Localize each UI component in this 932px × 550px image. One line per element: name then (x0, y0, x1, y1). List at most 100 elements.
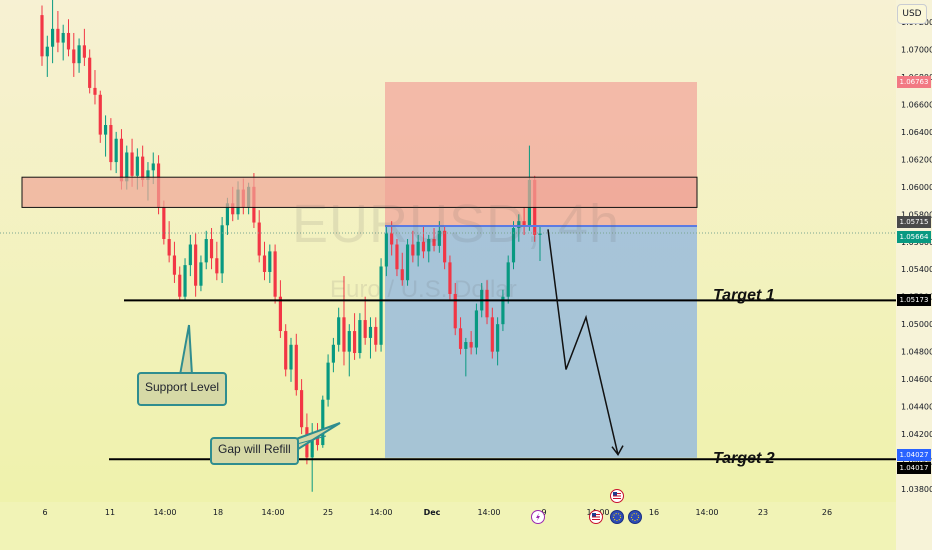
candle-body (405, 244, 410, 281)
gap-refill-callout: Gap will Refill (210, 437, 299, 465)
candle-body (98, 94, 102, 135)
candle-body (384, 233, 388, 267)
candle-body (464, 342, 468, 349)
candle-body (225, 203, 230, 226)
candle-body (77, 45, 81, 64)
candle-body (411, 244, 415, 256)
candle-body (432, 239, 436, 246)
candle-body (151, 163, 155, 171)
candle-body (172, 255, 177, 275)
candle-body (119, 138, 124, 182)
candle-body (289, 344, 293, 370)
candle-body (88, 57, 92, 88)
event-eu-flag-icon (628, 510, 642, 524)
y-tick-label: 1.04000 (901, 458, 932, 467)
x-tick-label: 16 (649, 508, 659, 517)
candle-body (194, 244, 198, 286)
eu-stars (613, 513, 621, 521)
candle-body (496, 324, 500, 352)
candle-body (45, 46, 49, 57)
x-tick-label: 14:00 (477, 508, 500, 517)
projection-path (547, 229, 619, 455)
candle-body (501, 296, 505, 325)
x-tick-label: 9 (541, 508, 546, 517)
candle-body (443, 230, 447, 263)
candle-body (130, 152, 134, 176)
y-tick-label: 1.06200 (901, 155, 932, 164)
y-tick-label: 1.05800 (901, 210, 932, 219)
candle-body (178, 274, 182, 297)
candle-body (358, 320, 362, 354)
y-tick-label: 1.04600 (901, 375, 932, 384)
candle-body (437, 230, 441, 246)
price-tag-1.05715: 1.05715 (897, 215, 931, 228)
candle-body (262, 255, 267, 272)
candle-body (368, 326, 373, 338)
candle-body (310, 434, 314, 458)
candle-body (379, 266, 383, 345)
target2-label: Target 2 (713, 450, 775, 467)
candle-body (231, 203, 235, 215)
candle-body (331, 344, 335, 363)
candle-body (448, 262, 452, 294)
candle-body (511, 228, 516, 263)
candle-body (135, 156, 139, 176)
candle-body (506, 262, 510, 297)
resistance-zone (21, 176, 698, 208)
candle-body (294, 344, 298, 391)
candle-body (66, 32, 71, 50)
candle-body (337, 317, 341, 345)
price-tag-1.04027: 1.04027 (897, 448, 931, 461)
take-profit-zone (385, 225, 697, 458)
y-tick-label: 1.06000 (901, 183, 932, 192)
candle-body (199, 262, 203, 286)
watermark-symbol: EURUSD, 4h (292, 194, 621, 254)
candle-body (342, 317, 346, 352)
candle-body (125, 152, 129, 182)
candle-body (458, 328, 463, 349)
x-tick-label: 25 (323, 508, 333, 517)
candle-body (315, 434, 320, 446)
price-tag-1.06763: 1.06763 (897, 76, 931, 88)
candle-body (220, 225, 224, 274)
candle-body (167, 239, 171, 256)
gap-callout-pointer (287, 422, 341, 455)
y-tick-label: 1.05000 (901, 320, 932, 329)
candle-body (284, 331, 288, 370)
x-tick-label: 14:00 (369, 508, 392, 517)
watermark-name: Euro / U.S. Dollar (330, 276, 517, 303)
candle-body (517, 221, 521, 229)
x-tick-label: 6 (42, 508, 47, 517)
support-level-callout: Support Level (137, 372, 228, 406)
price-tag-1.05664: 1.05664 (897, 230, 931, 243)
y-tick-label: 1.06600 (901, 100, 932, 109)
y-tick-label: 1.03800 (901, 485, 932, 494)
candle-body (82, 45, 86, 58)
candle-body (215, 258, 219, 274)
x-tick-label: 18 (213, 508, 223, 517)
candle-body (374, 326, 378, 345)
y-tick-label: 1.06400 (901, 128, 932, 137)
candle-body (363, 320, 367, 338)
event-eu-flag-icon (610, 510, 624, 524)
candle-body (321, 399, 325, 446)
candle-body (485, 289, 489, 318)
x-tick-label: 11 (105, 508, 115, 517)
y-tick-label: 1.04800 (901, 348, 932, 357)
candle-body (300, 390, 304, 428)
candle-body (326, 362, 330, 400)
candle-body (209, 239, 214, 259)
x-tick-label: Dec (424, 508, 441, 517)
y-tick-label: 1.04200 (901, 430, 932, 439)
time-axis-panel (0, 502, 896, 550)
price-tag-1.05173: 1.05173 (897, 294, 931, 307)
candle-body (421, 241, 426, 252)
price-tag-1.04017: 1.04017 (897, 462, 931, 475)
candle-body (416, 241, 420, 256)
candle-body (72, 49, 76, 64)
currency-button[interactable]: USD (897, 4, 927, 24)
candle-body (141, 156, 145, 180)
support-callout-pointer (179, 324, 193, 376)
